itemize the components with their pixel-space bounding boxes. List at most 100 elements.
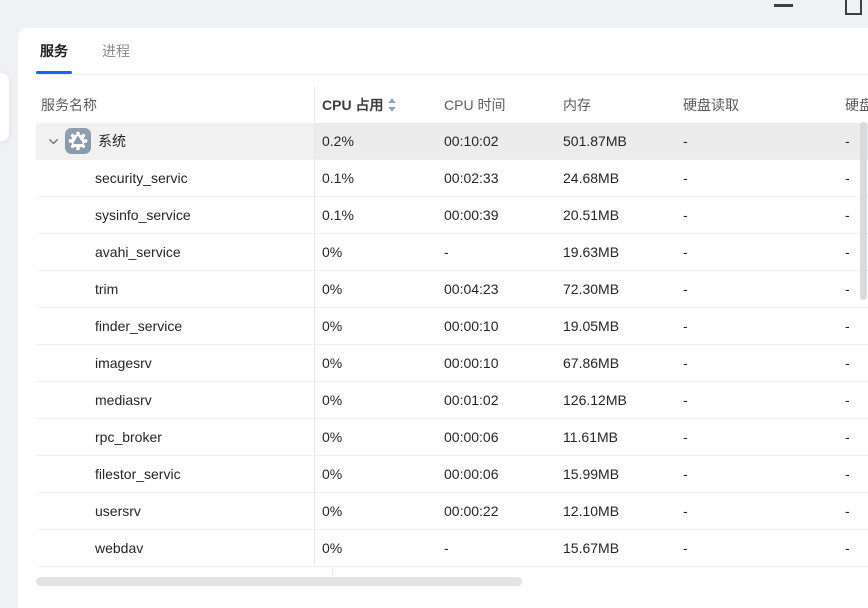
service-name-cell: security_servic	[36, 160, 315, 196]
column-header-cpu-time[interactable]: CPU 时间	[444, 96, 506, 113]
table-row[interactable]: imagesrv 0% 00:00:10 67.86MB - -	[36, 345, 868, 382]
service-name-cell: usersrv	[36, 493, 315, 529]
table-row[interactable]: avahi_service 0% - 19.63MB - -	[36, 234, 868, 271]
tab-bar: 服务 进程	[36, 28, 868, 75]
service-name-cell: rpc_broker	[36, 419, 315, 455]
service-name: security_servic	[95, 170, 188, 186]
cpu-usage-value: 0.2%	[315, 123, 437, 159]
tab-processes-label: 进程	[102, 43, 130, 59]
tab-processes[interactable]: 进程	[98, 28, 134, 74]
cpu-time-value: 00:10:02	[437, 123, 556, 159]
memory-value: 67.86MB	[563, 355, 620, 371]
cpu-time-value: 00:01:02	[444, 392, 499, 408]
side-drawer-handle[interactable]	[0, 72, 10, 142]
disk-read-value: -	[676, 123, 838, 159]
service-name-cell: webdav	[36, 530, 315, 566]
disk-write-value: -	[845, 170, 850, 186]
cpu-time-value: 00:00:22	[444, 503, 499, 519]
service-name: rpc_broker	[95, 429, 162, 445]
minimize-button[interactable]	[774, 4, 793, 7]
sort-carets-icon[interactable]	[387, 97, 397, 113]
cpu-usage-value: 0%	[322, 429, 343, 445]
service-name: usersrv	[95, 503, 141, 519]
table-header: 服务名称 CPU 占用 CPU 时间 内存 硬盘读取	[36, 86, 868, 123]
cpu-time-value: 00:00:10	[444, 318, 499, 334]
cpu-time-value: 00:02:33	[444, 170, 499, 186]
column-header-disk-read[interactable]: 硬盘读取	[683, 96, 739, 113]
cpu-time-value: 00:00:10	[444, 355, 499, 371]
disk-write-value: -	[845, 318, 850, 334]
cpu-usage-value: 0.1%	[322, 170, 354, 186]
table-row[interactable]: finder_service 0% 00:00:10 19.05MB - -	[36, 308, 868, 345]
disk-write-value: -	[845, 392, 850, 408]
memory-value: 11.61MB	[563, 429, 618, 445]
active-tab-underline	[36, 71, 72, 74]
column-separator-tail	[54, 567, 333, 575]
memory-value: 501.87MB	[556, 123, 676, 159]
service-name-cell: sysinfo_service	[36, 197, 315, 233]
memory-value: 15.99MB	[563, 466, 620, 482]
table-row[interactable]: sysinfo_service 0.1% 00:00:39 20.51MB - …	[36, 197, 868, 234]
chevron-down-icon[interactable]	[46, 135, 60, 148]
disk-write-value: -	[845, 503, 850, 519]
service-name-cell: mediasrv	[36, 382, 315, 418]
memory-value: 72.30MB	[563, 281, 620, 297]
table-row[interactable]: security_servic 0.1% 00:02:33 24.68MB - …	[36, 160, 868, 197]
cpu-time-value: 00:00:06	[444, 429, 499, 445]
memory-value: 126.12MB	[563, 392, 627, 408]
cpu-usage-value: 0%	[322, 244, 343, 260]
maximize-button[interactable]	[845, 0, 862, 15]
service-name: mediasrv	[95, 392, 152, 408]
service-name-cell: 系统	[36, 123, 315, 159]
table-body: 系统 0.2% 00:10:02 501.87MB - -	[36, 123, 868, 567]
disk-read-value: -	[683, 207, 688, 223]
table-row[interactable]: mediasrv 0% 00:01:02 126.12MB - -	[36, 382, 868, 419]
column-header-cpu-usage[interactable]: CPU 占用	[315, 86, 437, 123]
service-name-cell: avahi_service	[36, 234, 315, 270]
cpu-time-value: 00:00:39	[444, 207, 499, 223]
table-row[interactable]: trim 0% 00:04:23 72.30MB - -	[36, 271, 868, 308]
memory-value: 24.68MB	[563, 170, 620, 186]
memory-value: 20.51MB	[563, 207, 620, 223]
service-name: avahi_service	[95, 244, 181, 260]
disk-write-value: -	[845, 355, 850, 371]
table-row[interactable]: filestor_servic 0% 00:00:06 15.99MB - -	[36, 456, 868, 493]
table-row[interactable]: webdav 0% - 15.67MB - -	[36, 530, 868, 567]
table-row[interactable]: rpc_broker 0% 00:00:06 11.61MB - -	[36, 419, 868, 456]
service-name: sysinfo_service	[95, 207, 191, 223]
disk-write-value: -	[845, 540, 850, 556]
column-header-disk-write[interactable]: 硬盘写入	[845, 96, 868, 113]
cpu-usage-value: 0%	[322, 503, 343, 519]
memory-value: 12.10MB	[563, 503, 620, 519]
tab-services-label: 服务	[40, 43, 68, 59]
service-name: trim	[95, 281, 119, 297]
cpu-usage-value: 0%	[322, 318, 343, 334]
memory-value: 19.05MB	[563, 318, 620, 334]
service-name: 系统	[98, 133, 126, 149]
disk-read-value: -	[683, 503, 688, 519]
disk-read-value: -	[683, 392, 688, 408]
horizontal-scrollbar-thumb[interactable]	[36, 577, 522, 586]
table-row[interactable]: usersrv 0% 00:00:22 12.10MB - -	[36, 493, 868, 530]
disk-write-value: -	[845, 429, 850, 445]
cpu-usage-value: 0%	[322, 355, 343, 371]
table-row[interactable]: 系统 0.2% 00:10:02 501.87MB - -	[36, 123, 868, 160]
cpu-usage-value: 0%	[322, 392, 343, 408]
disk-read-value: -	[683, 355, 688, 371]
cpu-usage-value: 0.1%	[322, 207, 354, 223]
service-name-cell: imagesrv	[36, 345, 315, 381]
tab-services[interactable]: 服务	[36, 28, 72, 74]
memory-value: 15.67MB	[563, 540, 620, 556]
column-header-memory[interactable]: 内存	[563, 96, 591, 113]
column-header-service-name[interactable]: 服务名称	[36, 86, 315, 123]
system-gear-icon	[65, 128, 91, 154]
task-manager-panel: 服务 进程 服务名称 CPU 占用 CPU 时间	[18, 28, 868, 608]
memory-value: 19.63MB	[563, 244, 620, 260]
vertical-scrollbar-thumb[interactable]	[860, 122, 867, 300]
cpu-usage-value: 0%	[322, 281, 343, 297]
disk-read-value: -	[683, 318, 688, 334]
service-name: finder_service	[95, 318, 183, 334]
disk-read-value: -	[683, 466, 688, 482]
cpu-time-value: -	[444, 540, 449, 556]
